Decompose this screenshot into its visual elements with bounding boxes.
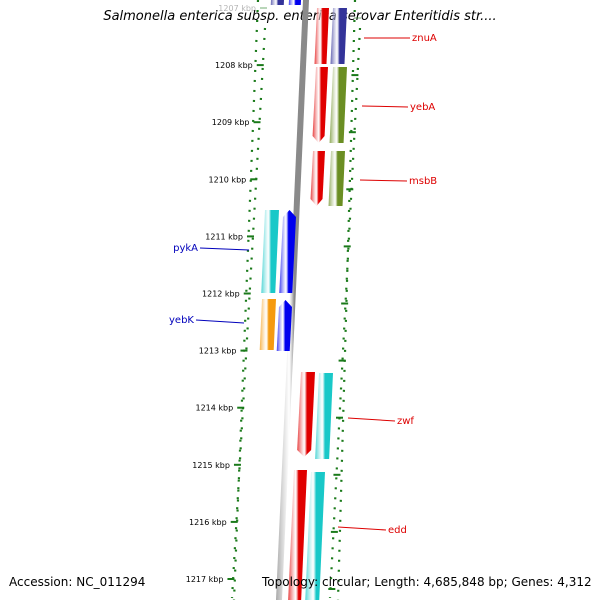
topology-label: Topology: circular; Length: 4,685,848 bp… [262,575,592,589]
gene-block-yebK-partner[interactable] [259,299,276,350]
gene-leader-line [361,105,409,108]
gene-block-navy-top[interactable] [270,0,284,5]
gene-label-edd[interactable]: edd [388,525,407,536]
gene-label-msbB[interactable]: msbB [409,176,437,187]
tick-label: 1209 kbp [212,118,250,127]
gene-block-blue-top[interactable] [288,0,301,5]
outer-guide-dotted-2 [336,0,357,600]
map-title: Salmonella enterica subsp. enterica sero… [103,9,497,24]
gene-block-yebA-partner[interactable] [329,67,347,143]
gene-leader-line [199,247,250,251]
gene-leader-line [337,526,387,531]
gene-block-msbB-partner[interactable] [328,151,345,206]
tick-label: 1210 kbp [209,175,247,184]
tick-label: 1213 kbp [199,347,237,356]
gene-block-pykA-partner[interactable] [261,210,279,293]
accession-label: Accession: NC_011294 [9,575,146,589]
gene-block-pykA[interactable] [279,210,296,293]
gene-block-edd-partner[interactable] [305,472,325,600]
backbone-track [276,0,309,600]
gene-block-zwf[interactable] [297,372,315,457]
gene-block-zwf-partner[interactable] [315,373,333,459]
gene-label-yebA[interactable]: yebA [410,102,435,113]
inner-guide-dotted-2 [232,0,260,600]
gene-block-yebK[interactable] [276,300,292,351]
gene-label-yebK[interactable]: yebK [169,315,194,326]
tick-label: 1217 kbp [186,575,224,584]
gene-leader-line [195,319,245,324]
tick-label: 1212 kbp [202,290,240,299]
tick-label: 1207 kbp [218,4,256,13]
gene-block-znuA-partner[interactable] [330,8,347,64]
tick-label: 1208 kbp [215,61,253,70]
gene-label-znuA[interactable]: znuA [412,33,437,44]
inner-guide-dotted [230,27,267,599]
gene-block-znuA[interactable] [314,8,329,64]
gene-leader-line [347,417,396,422]
gene-label-pykA[interactable]: pykA [173,243,198,254]
gene-leader-line [359,179,408,182]
gene-block-yebA[interactable] [312,67,328,143]
tick-label: 1214 kbp [196,404,234,413]
gene-block-edd[interactable] [288,470,307,600]
tick-label: 1211 kbp [205,232,243,241]
gene-label-zwf[interactable]: zwf [397,416,414,427]
tick-label: 1215 kbp [192,461,230,470]
gene-block-msbB[interactable] [310,151,325,206]
tick-label: 1216 kbp [189,518,227,527]
